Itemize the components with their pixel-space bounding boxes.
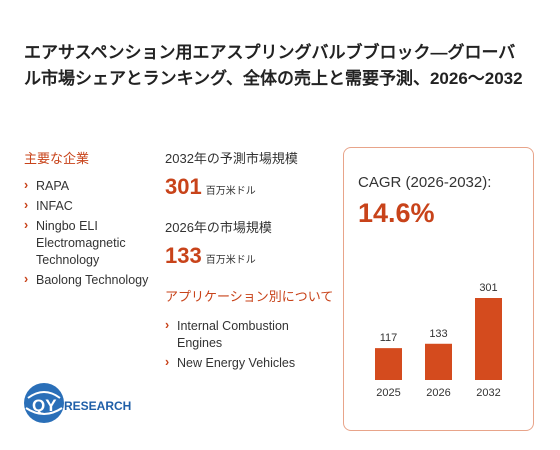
company: RAPA <box>24 177 159 195</box>
application: New Energy Vehicles <box>165 354 315 372</box>
current-value: 133 <box>165 243 202 268</box>
forecast-value: 301 <box>165 174 202 199</box>
bar <box>375 348 402 380</box>
logo-qy: QY <box>32 396 57 415</box>
bar <box>475 298 502 380</box>
companies-list: RAPA INFAC Ningbo ELI Electromagnetic Te… <box>24 177 159 292</box>
x-tick-label: 2026 <box>426 387 450 399</box>
logo: QY RESEARCH <box>24 383 131 423</box>
bar-value-label: 301 <box>479 282 497 294</box>
bar-value-label: 117 <box>380 332 398 344</box>
bar-value-label: 133 <box>429 328 447 340</box>
unit: 百万米ドル <box>205 186 256 197</box>
company: INFAC <box>24 197 159 215</box>
cagr-value: 14.6% <box>358 198 435 228</box>
current-label: 2026年の市場規模 <box>165 220 272 235</box>
forecast-label: 2032年の予測市場規模 <box>165 151 298 166</box>
title: エアサスペンション用エアスプリングバルブブロック—グローバル市場シェアとランキン… <box>24 43 523 88</box>
application: Internal Combustion Engines <box>165 317 315 352</box>
bar-chart: 117 2025 133 2026 301 2032 <box>375 282 502 399</box>
bar <box>425 343 452 380</box>
unit: 百万米ドル <box>205 255 256 266</box>
company: Ningbo ELI Electromagnetic Technology <box>24 217 159 269</box>
applications-heading: アプリケーション別について <box>165 289 334 304</box>
logo-research: RESEARCH <box>64 399 131 413</box>
company: Baolong Technology <box>24 271 159 289</box>
cagr-box <box>343 147 534 431</box>
applications-list: Internal Combustion Engines New Energy V… <box>165 317 315 375</box>
cagr-label: CAGR (2026-2032): <box>358 174 492 191</box>
x-tick-label: 2032 <box>476 387 500 399</box>
companies-heading: 主要な企業 <box>24 151 90 166</box>
x-tick-label: 2025 <box>376 387 400 399</box>
